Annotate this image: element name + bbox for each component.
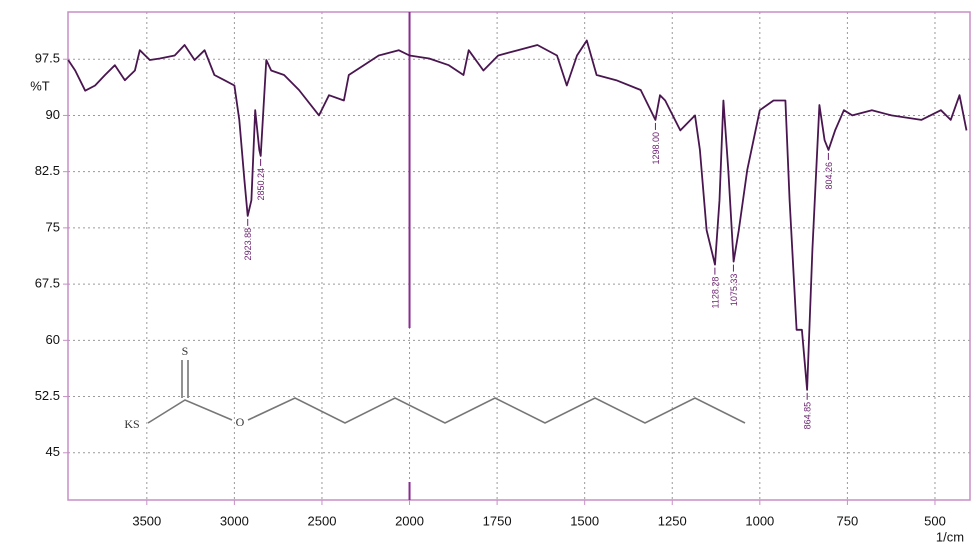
y-tick-label: 45	[46, 444, 60, 459]
grid-layer	[68, 12, 970, 500]
plot-frame	[67, 11, 971, 501]
atom-label: KS	[124, 417, 139, 431]
x-tick-label: 1750	[483, 513, 512, 528]
x-tick-label: 3000	[220, 513, 249, 528]
x-axis-label: 1/cm	[936, 529, 964, 544]
x-tick-label: 500	[924, 513, 946, 528]
y-tick-label: 97.5	[35, 51, 60, 66]
x-tick-label: 750	[837, 513, 859, 528]
y-tick-label: 82.5	[35, 163, 60, 178]
x-tick-label: 1000	[745, 513, 774, 528]
peak-label: 2850.24	[256, 168, 266, 201]
y-tick-label: 60	[46, 332, 60, 347]
bond	[147, 399, 233, 424]
y-tick-label: 75	[46, 219, 60, 234]
peak-label: 804.26	[824, 162, 834, 190]
peak-label: 1128.28	[710, 277, 720, 309]
y-axis-label: %T	[30, 78, 50, 93]
y-tick-label: 90	[46, 107, 60, 122]
peak-label: 1298.00	[651, 132, 661, 165]
x-tick-label: 2500	[308, 513, 337, 528]
spectrum-line	[67, 39, 968, 391]
peak-label: 1075.33	[729, 274, 739, 307]
atom-label: S	[182, 344, 189, 358]
x-tick-label: 2000	[395, 513, 424, 528]
chain	[247, 397, 746, 424]
y-tick-label: 67.5	[35, 276, 60, 291]
peak-label: 864.85	[803, 402, 813, 430]
x-tick-label: 3500	[132, 513, 161, 528]
x-tick-label: 1500	[570, 513, 599, 528]
peak-label: 2923.88	[243, 228, 253, 261]
atom-label: O	[236, 415, 245, 429]
x-tick-label: 1250	[658, 513, 687, 528]
structure: S KS O	[124, 344, 746, 431]
y-tick-label: 52.5	[35, 388, 60, 403]
